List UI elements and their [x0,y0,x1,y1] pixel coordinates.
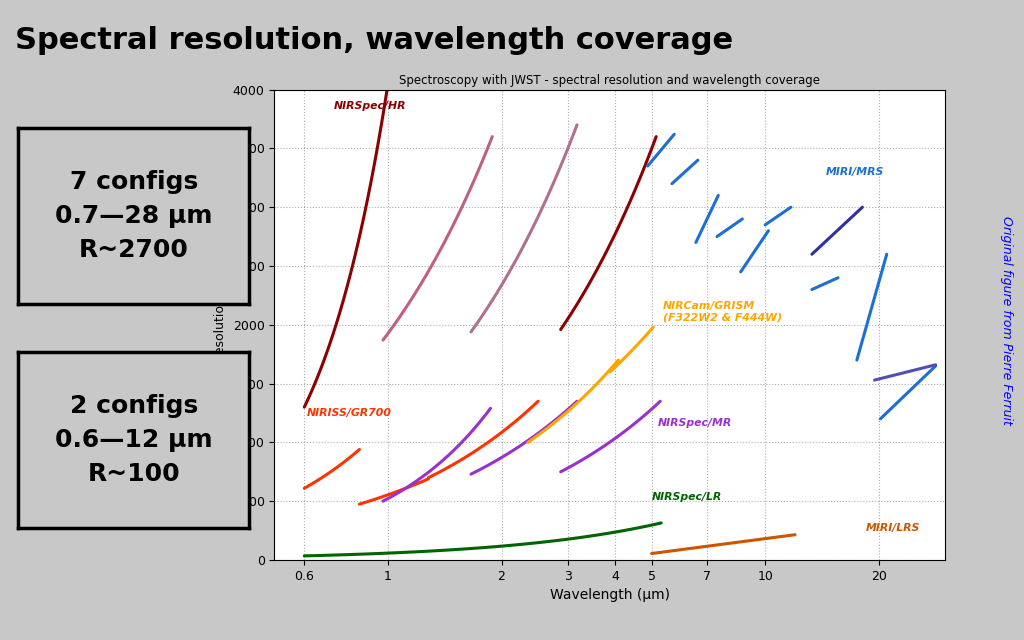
Text: NIRCam/GRISM
(F322W2 & F444W): NIRCam/GRISM (F322W2 & F444W) [663,301,782,323]
Text: MIRI/LRS: MIRI/LRS [866,523,921,533]
Text: Original figure from Pierre Ferruit: Original figure from Pierre Ferruit [1000,216,1013,424]
X-axis label: Wavelength (μm): Wavelength (μm) [550,588,670,602]
Text: NIRSpec/MR: NIRSpec/MR [658,419,732,428]
Text: MIRI/MRS: MIRI/MRS [826,166,885,177]
Text: 7 configs
0.7—28 μm
R~2700: 7 configs 0.7—28 μm R~2700 [55,170,212,262]
Text: NIRISS/GR700: NIRISS/GR700 [307,408,392,418]
Title: Spectroscopy with JWST - spectral resolution and wavelength coverage: Spectroscopy with JWST - spectral resolu… [399,74,820,87]
Text: Spectral resolution, wavelength coverage: Spectral resolution, wavelength coverage [15,26,733,54]
Y-axis label: Spectral resolution (unitless): Spectral resolution (unitless) [214,235,227,415]
Text: 2 configs
0.6—12 μm
R~100: 2 configs 0.6—12 μm R~100 [55,394,212,486]
Text: NIRSpec/HR: NIRSpec/HR [334,100,407,111]
Text: NIRSpec/LR: NIRSpec/LR [651,492,722,502]
